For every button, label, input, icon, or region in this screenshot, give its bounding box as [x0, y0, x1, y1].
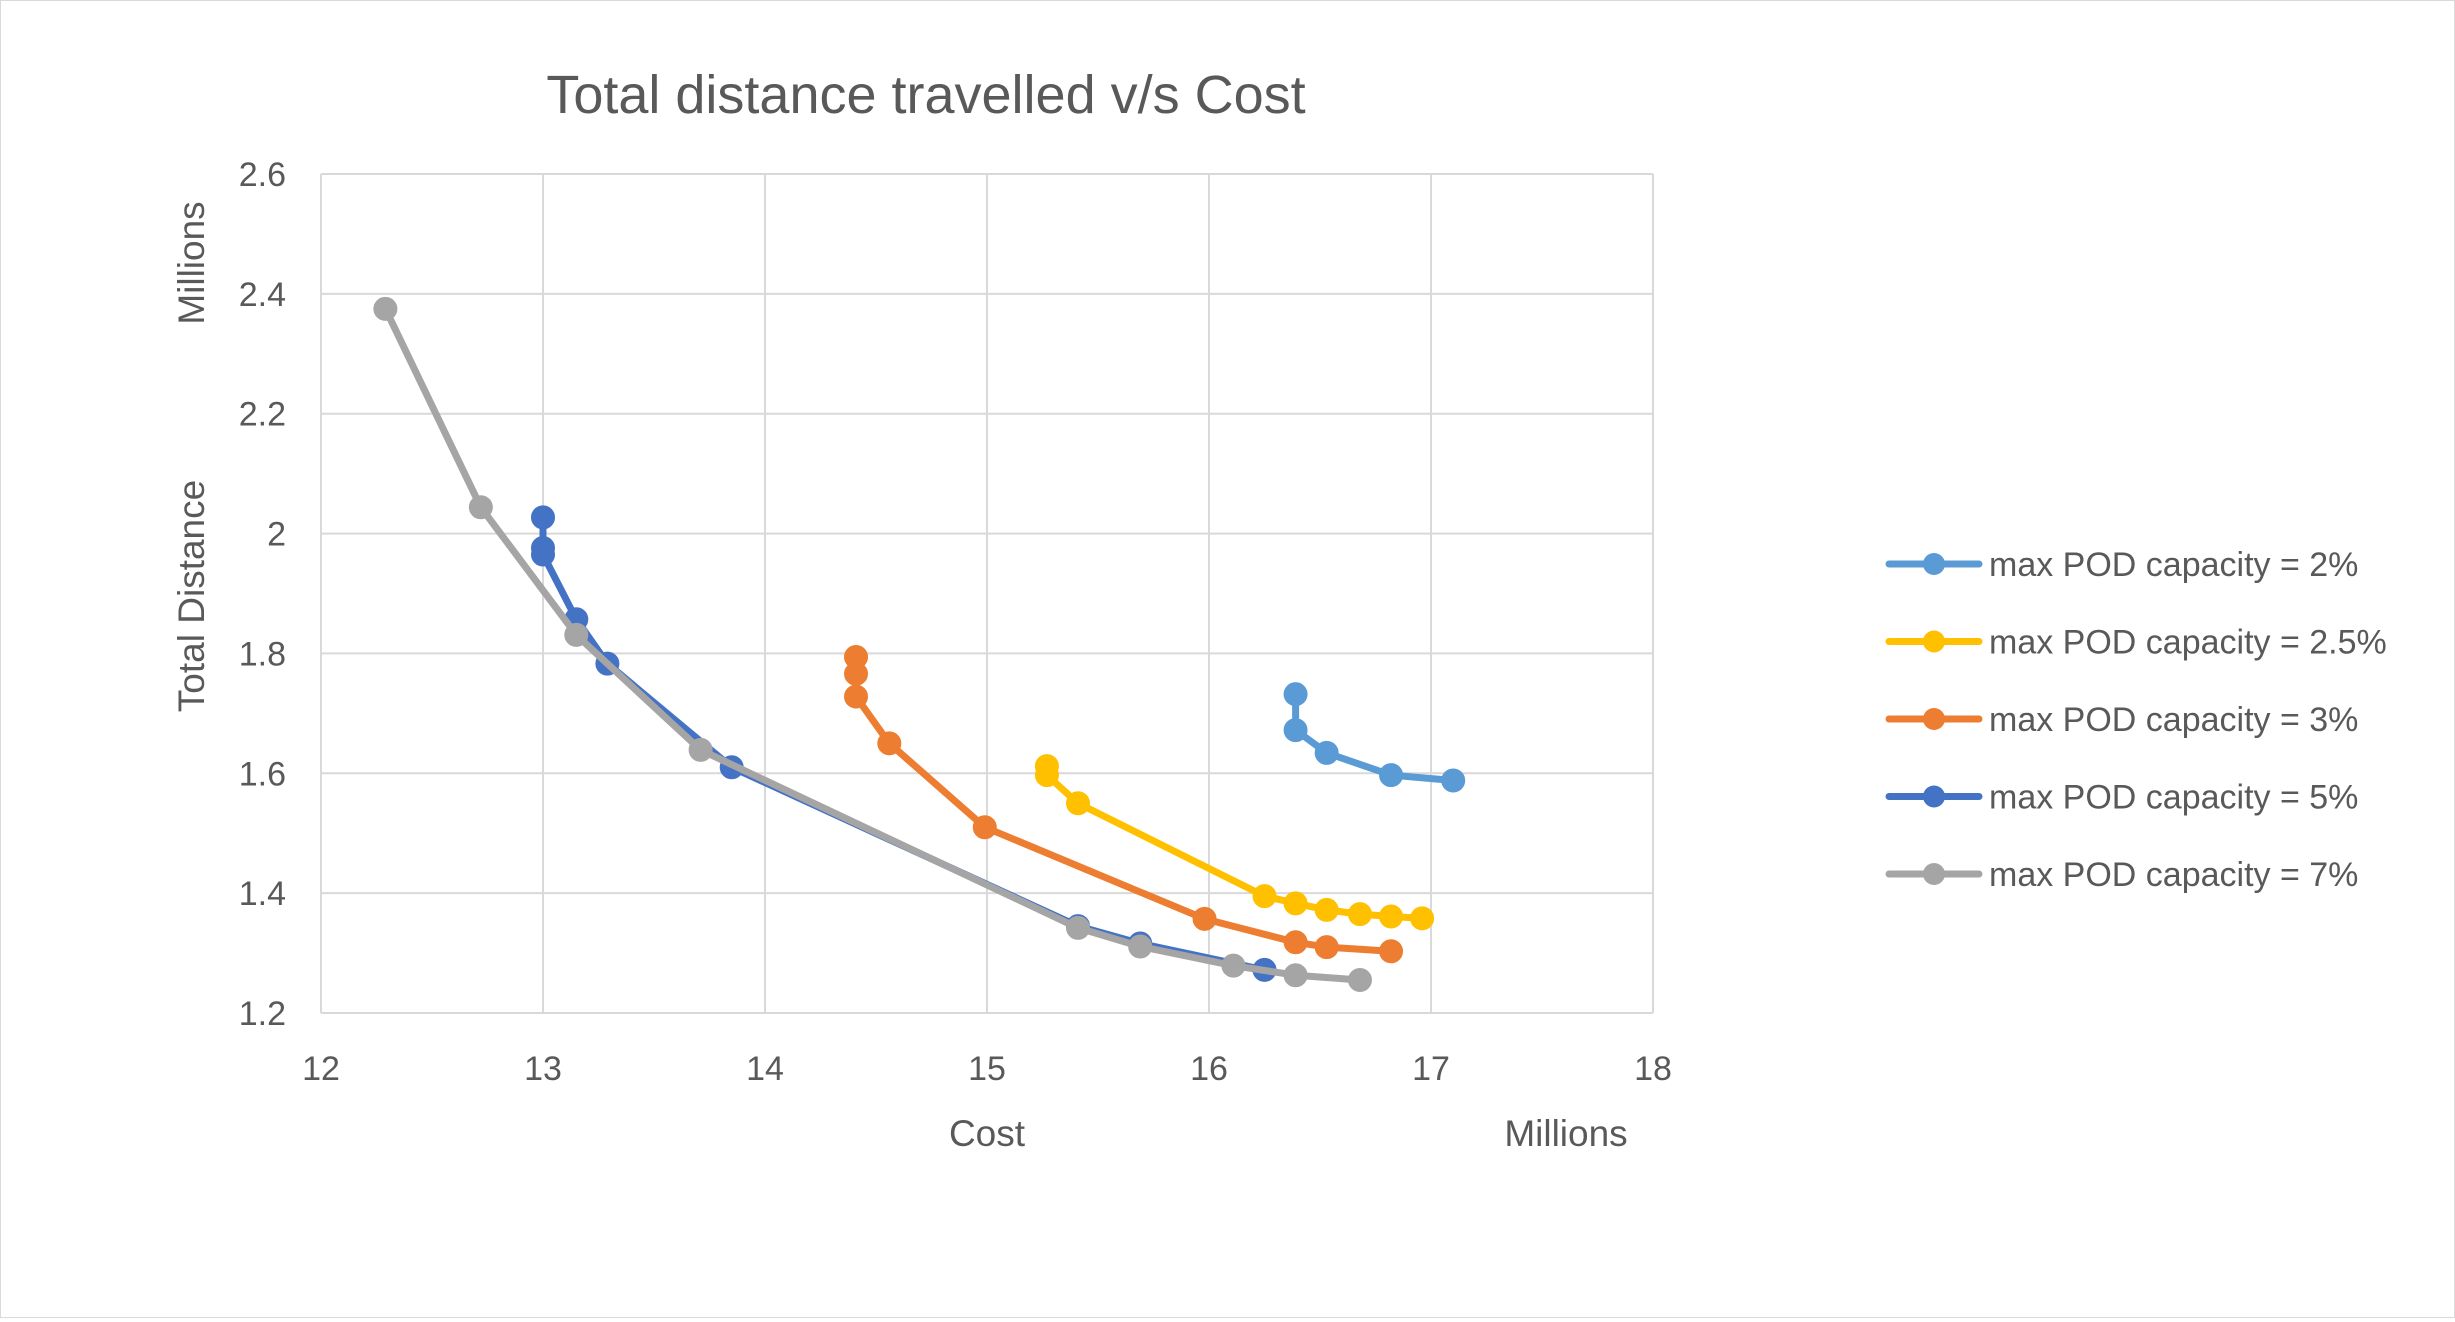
data-point	[1283, 891, 1308, 916]
data-point	[1252, 884, 1277, 909]
legend-label: max POD capacity = 2%	[1989, 546, 2358, 584]
y-axis-unit-label: Millions	[171, 201, 212, 324]
data-point	[1066, 791, 1091, 816]
legend-item: max POD capacity = 5%	[1885, 779, 2358, 817]
data-point	[1441, 768, 1466, 793]
series-layer	[373, 296, 1466, 993]
legend-item: max POD capacity = 2%	[1885, 546, 2358, 584]
legend-swatch-marker	[1923, 553, 1945, 575]
tick-labels: 12 13 14 15 16 17 18 1.2 1.4 1.6 1.8 2 2.2 2.4 2.6	[239, 156, 1672, 1088]
x-tick-label: 13	[524, 1050, 562, 1088]
data-point	[564, 622, 589, 647]
data-point	[1314, 935, 1339, 960]
data-point	[1221, 953, 1246, 978]
legend-label: max POD capacity = 3%	[1989, 701, 2358, 739]
x-tick-label: 16	[1190, 1050, 1228, 1088]
x-tick-label: 17	[1412, 1050, 1450, 1088]
data-point	[877, 731, 902, 756]
series-group	[1034, 754, 1435, 931]
legend-label: max POD capacity = 5%	[1989, 779, 2358, 817]
data-point	[1410, 906, 1435, 931]
data-point	[972, 815, 997, 840]
y-tick-label: 1.4	[239, 875, 286, 913]
series-group	[844, 645, 1404, 964]
data-point	[373, 296, 398, 321]
data-point	[1283, 930, 1308, 955]
y-tick-label: 2	[267, 516, 286, 554]
x-axis-unit-label: Millions	[1504, 1113, 1627, 1154]
y-axis-title: Total Distance	[171, 480, 212, 712]
legend-label: max POD capacity = 2.5%	[1989, 624, 2387, 662]
series-group	[1283, 682, 1466, 793]
data-point	[1283, 963, 1308, 988]
data-point	[1379, 763, 1404, 788]
legend-swatch-marker	[1923, 630, 1945, 653]
data-point	[844, 684, 869, 709]
data-point	[1379, 939, 1404, 964]
data-point	[1283, 682, 1308, 707]
y-tick-label: 1.2	[239, 995, 286, 1033]
data-point	[1314, 897, 1339, 922]
legend-swatch-marker	[1923, 863, 1945, 885]
y-tick-label: 2.4	[239, 276, 286, 314]
data-point	[1128, 934, 1153, 959]
data-point	[1192, 906, 1217, 931]
data-point	[531, 542, 555, 567]
x-tick-label: 15	[968, 1050, 1006, 1088]
series-line	[1292, 690, 1457, 784]
series-line	[1043, 762, 1426, 922]
data-point	[1034, 763, 1059, 788]
series-group	[531, 505, 1277, 982]
series-line	[381, 305, 1364, 984]
y-tick-label: 1.6	[239, 755, 286, 793]
legend-item: max POD capacity = 3%	[1885, 701, 2358, 739]
chart-title: Total distance travelled v/s Cost	[546, 65, 1305, 125]
series-group	[373, 296, 1372, 993]
data-point	[844, 661, 869, 686]
x-tick-label: 12	[302, 1050, 340, 1088]
data-point	[1347, 968, 1372, 993]
x-tick-label: 18	[1634, 1050, 1672, 1088]
legend-item: max POD capacity = 7%	[1885, 856, 2358, 894]
data-point	[1379, 904, 1404, 929]
data-point	[1066, 915, 1091, 940]
data-point	[531, 505, 555, 530]
data-point	[1347, 902, 1372, 927]
y-tick-label: 2.6	[239, 156, 286, 194]
legend-label: max POD capacity = 7%	[1989, 856, 2358, 894]
legend-swatch-marker	[1923, 708, 1945, 730]
data-point	[1314, 740, 1339, 765]
y-tick-label: 1.8	[239, 635, 286, 673]
data-point	[688, 737, 713, 762]
legend: max POD capacity = 2% max POD capacity = …	[1885, 546, 2387, 894]
y-tick-label: 2.2	[239, 396, 286, 434]
data-point	[1283, 718, 1308, 743]
x-axis-title: Cost	[949, 1113, 1026, 1154]
legend-item: max POD capacity = 2.5%	[1885, 624, 2387, 662]
x-tick-label: 14	[746, 1050, 784, 1088]
data-point	[468, 495, 493, 520]
legend-swatch-marker	[1923, 785, 1945, 808]
